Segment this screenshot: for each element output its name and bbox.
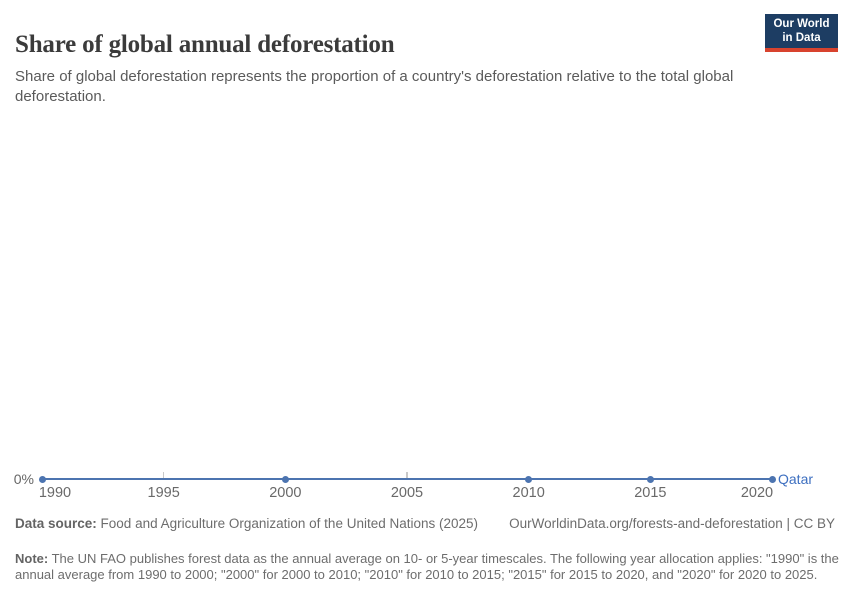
note-text: The UN FAO publishes forest data as the … <box>15 551 839 582</box>
x-axis-label: 2015 <box>634 485 667 501</box>
data-point-marker[interactable] <box>281 475 289 483</box>
x-axis-label: 2020 <box>740 485 774 501</box>
page-title: Share of global annual deforestation <box>15 30 395 58</box>
data-source-label: Data source: <box>15 516 97 531</box>
line-chart-plot-area[interactable]: 1990 1995 2000 2005 2010 2015 2020 0% Qatar <box>0 100 850 510</box>
series-line-qatar[interactable] <box>42 477 772 481</box>
x-axis-label: 1995 <box>147 485 180 501</box>
owid-logo-line1: Our World <box>773 18 830 30</box>
data-source-text: Data source: Food and Agriculture Organi… <box>15 516 478 531</box>
data-point-marker[interactable] <box>646 475 654 483</box>
chart-note: Note: The UN FAO publishes forest data a… <box>15 551 839 582</box>
data-point-marker[interactable] <box>38 475 46 483</box>
x-axis-label: 2000 <box>269 485 302 501</box>
chart-footer: Data source: Food and Agriculture Organi… <box>15 516 835 531</box>
attribution-link[interactable]: OurWorldinData.org/forests-and-deforesta… <box>509 516 835 531</box>
note-label: Note: <box>15 551 49 566</box>
series-label-qatar[interactable]: Qatar <box>778 471 814 487</box>
data-point-marker[interactable] <box>768 475 776 483</box>
x-axis-tick <box>162 471 165 478</box>
x-axis-label: 1990 <box>38 485 72 501</box>
owid-logo[interactable]: Our World in Data <box>765 14 838 52</box>
owid-logo-line2: in Data <box>782 31 821 44</box>
x-axis-tick <box>406 471 408 478</box>
chart-subtitle: Share of global deforestation represents… <box>15 68 734 105</box>
y-axis-zero-label: 0% <box>13 471 34 487</box>
x-axis-label: 2010 <box>512 485 545 501</box>
x-axis-label: 2005 <box>390 485 424 501</box>
data-source-value: Food and Agriculture Organization of the… <box>100 516 479 531</box>
data-point-marker[interactable] <box>525 475 533 483</box>
